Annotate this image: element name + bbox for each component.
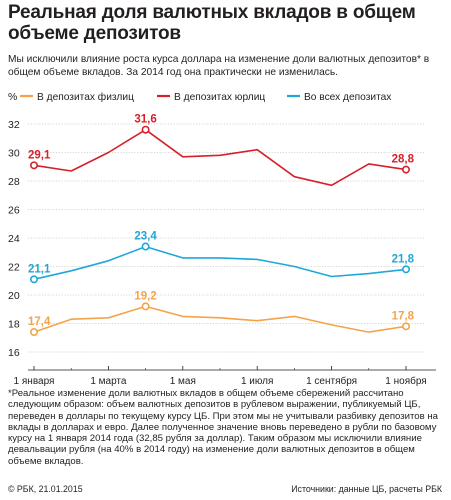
y-tick-label: 24	[8, 233, 20, 245]
y-tick-label: 20	[8, 290, 20, 302]
data-label: 31,6	[134, 114, 156, 126]
series-line	[33, 305, 407, 333]
data-label: 17,4	[28, 316, 51, 328]
y-tick-label: 30	[8, 148, 20, 160]
x-tick-label: 1 июля	[241, 376, 273, 387]
data-point-marker	[401, 165, 410, 174]
data-point-marker	[29, 161, 38, 170]
data-label: 21,1	[28, 263, 51, 275]
methodology-note: *Реальное изменение доли валютных вкладо…	[8, 388, 439, 467]
data-label: 21,8	[392, 253, 415, 265]
footer: © РБК, 21.01.2015 Источники: данные ЦБ, …	[0, 484, 451, 498]
data-label: 23,4	[134, 231, 157, 243]
y-axis-label: %	[8, 91, 17, 103]
legend-label: В депозитах юрлиц	[174, 92, 265, 103]
data-point-marker	[141, 125, 150, 134]
y-tick-label: 18	[8, 319, 20, 331]
data-point-marker	[401, 265, 410, 274]
data-label: 19,2	[134, 290, 156, 302]
source-credit: Источники: данные ЦБ, расчеты РБК	[291, 484, 442, 494]
data-point-marker	[29, 328, 38, 337]
series-line	[33, 128, 407, 187]
x-tick-label: 1 ноября	[385, 375, 426, 387]
data-point-marker	[141, 302, 150, 311]
y-tick-label: 32	[8, 119, 20, 131]
data-point-marker	[29, 275, 38, 284]
y-tick-label: 26	[8, 205, 20, 217]
data-point-marker	[141, 242, 150, 251]
x-tick-label: 1 сентября	[306, 375, 357, 387]
x-tick-label: 1 января	[14, 376, 55, 387]
chart-title: Реальная доля валютных вкладов в общем о…	[8, 2, 416, 44]
y-tick-label: 16	[8, 347, 20, 359]
y-tick-label: 28	[8, 176, 20, 188]
data-label: 17,8	[392, 310, 415, 322]
data-point-marker	[401, 322, 410, 331]
line-chart: 16 18 20 22 24 26 28 30 32 1 января 1 марта 1 мая 1 …	[8, 91, 436, 387]
x-tick-label: 1 марта	[90, 376, 127, 387]
data-label: 29,1	[28, 149, 51, 161]
chart-subtitle: Мы исключили влияние роста курса доллара…	[8, 54, 430, 78]
copyright: © РБК, 21.01.2015	[8, 484, 83, 494]
data-label: 28,8	[392, 154, 415, 166]
series-line	[33, 245, 407, 281]
legend-label: В депозитах физлиц	[37, 91, 134, 103]
y-tick-label: 22	[8, 262, 20, 274]
x-tick-label: 1 мая	[170, 376, 196, 387]
legend-label: Во всех депозитах	[304, 92, 391, 103]
